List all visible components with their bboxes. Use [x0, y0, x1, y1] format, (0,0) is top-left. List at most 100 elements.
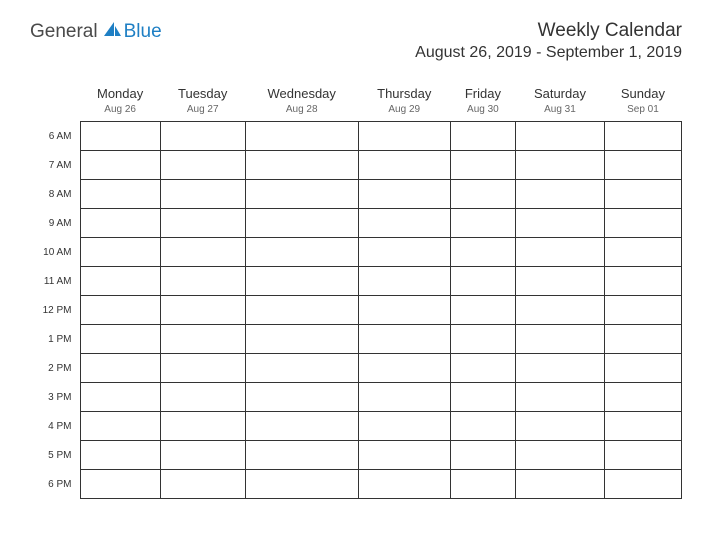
day-date: Aug 30 — [454, 104, 511, 115]
calendar-row: 12 PM — [30, 296, 682, 325]
time-label: 3 PM — [30, 383, 80, 412]
calendar-slot[interactable] — [80, 238, 160, 267]
calendar-slot[interactable] — [245, 209, 358, 238]
calendar-slot[interactable] — [80, 470, 160, 499]
calendar-slot[interactable] — [450, 383, 515, 412]
calendar-slot[interactable] — [160, 267, 245, 296]
calendar-slot[interactable] — [160, 383, 245, 412]
calendar-slot[interactable] — [604, 412, 681, 441]
calendar-slot[interactable] — [358, 209, 450, 238]
calendar-slot[interactable] — [450, 180, 515, 209]
calendar-slot[interactable] — [245, 412, 358, 441]
calendar-slot[interactable] — [358, 296, 450, 325]
calendar-slot[interactable] — [516, 354, 605, 383]
calendar-slot[interactable] — [358, 325, 450, 354]
calendar-slot[interactable] — [80, 296, 160, 325]
calendar-slot[interactable] — [160, 441, 245, 470]
calendar-slot[interactable] — [80, 441, 160, 470]
calendar-slot[interactable] — [450, 122, 515, 151]
calendar-slot[interactable] — [604, 296, 681, 325]
calendar-slot[interactable] — [516, 209, 605, 238]
calendar-slot[interactable] — [245, 180, 358, 209]
calendar-slot[interactable] — [80, 180, 160, 209]
calendar-slot[interactable] — [358, 267, 450, 296]
calendar-slot[interactable] — [516, 180, 605, 209]
calendar-slot[interactable] — [450, 412, 515, 441]
calendar-slot[interactable] — [80, 412, 160, 441]
calendar-slot[interactable] — [450, 151, 515, 180]
calendar-slot[interactable] — [358, 412, 450, 441]
calendar-slot[interactable] — [516, 122, 605, 151]
calendar-slot[interactable] — [450, 238, 515, 267]
calendar-slot[interactable] — [160, 354, 245, 383]
calendar-slot[interactable] — [604, 151, 681, 180]
calendar-slot[interactable] — [80, 209, 160, 238]
time-label: 6 PM — [30, 470, 80, 499]
calendar-slot[interactable] — [450, 470, 515, 499]
calendar-slot[interactable] — [604, 441, 681, 470]
calendar-slot[interactable] — [245, 151, 358, 180]
calendar-slot[interactable] — [516, 383, 605, 412]
calendar-slot[interactable] — [160, 296, 245, 325]
calendar-slot[interactable] — [450, 209, 515, 238]
calendar-slot[interactable] — [160, 412, 245, 441]
calendar-slot[interactable] — [80, 354, 160, 383]
calendar-slot[interactable] — [245, 122, 358, 151]
calendar-slot[interactable] — [516, 325, 605, 354]
calendar-slot[interactable] — [604, 238, 681, 267]
calendar-slot[interactable] — [358, 470, 450, 499]
calendar-slot[interactable] — [245, 267, 358, 296]
calendar-slot[interactable] — [160, 180, 245, 209]
calendar-slot[interactable] — [160, 238, 245, 267]
calendar-slot[interactable] — [358, 180, 450, 209]
calendar-slot[interactable] — [604, 354, 681, 383]
calendar-slot[interactable] — [80, 122, 160, 151]
calendar-slot[interactable] — [516, 296, 605, 325]
calendar-slot[interactable] — [516, 412, 605, 441]
calendar-slot[interactable] — [604, 209, 681, 238]
calendar-slot[interactable] — [358, 383, 450, 412]
calendar-slot[interactable] — [604, 383, 681, 412]
calendar-row: 6 PM — [30, 470, 682, 499]
calendar-slot[interactable] — [160, 470, 245, 499]
day-header: Thursday Aug 29 — [358, 80, 450, 122]
calendar-slot[interactable] — [604, 470, 681, 499]
calendar-slot[interactable] — [516, 470, 605, 499]
day-date: Aug 31 — [520, 104, 601, 115]
calendar-slot[interactable] — [160, 122, 245, 151]
time-label: 4 PM — [30, 412, 80, 441]
calendar-slot[interactable] — [245, 325, 358, 354]
calendar-slot[interactable] — [358, 238, 450, 267]
calendar-slot[interactable] — [450, 354, 515, 383]
calendar-slot[interactable] — [80, 151, 160, 180]
calendar-slot[interactable] — [245, 470, 358, 499]
calendar-slot[interactable] — [245, 383, 358, 412]
calendar-slot[interactable] — [516, 151, 605, 180]
calendar-slot[interactable] — [245, 238, 358, 267]
calendar-slot[interactable] — [80, 325, 160, 354]
calendar-slot[interactable] — [358, 354, 450, 383]
calendar-slot[interactable] — [80, 267, 160, 296]
calendar-slot[interactable] — [450, 325, 515, 354]
calendar-slot[interactable] — [160, 325, 245, 354]
calendar-slot[interactable] — [245, 441, 358, 470]
calendar-slot[interactable] — [516, 238, 605, 267]
calendar-slot[interactable] — [604, 180, 681, 209]
calendar-slot[interactable] — [80, 383, 160, 412]
calendar-slot[interactable] — [516, 267, 605, 296]
calendar-slot[interactable] — [604, 267, 681, 296]
calendar-slot[interactable] — [450, 267, 515, 296]
calendar-slot[interactable] — [604, 122, 681, 151]
calendar-slot[interactable] — [358, 122, 450, 151]
calendar-slot[interactable] — [358, 151, 450, 180]
calendar-slot[interactable] — [245, 354, 358, 383]
calendar-slot[interactable] — [450, 441, 515, 470]
page-title: Weekly Calendar — [415, 20, 682, 42]
calendar-slot[interactable] — [245, 296, 358, 325]
calendar-slot[interactable] — [160, 209, 245, 238]
calendar-slot[interactable] — [358, 441, 450, 470]
calendar-slot[interactable] — [450, 296, 515, 325]
calendar-slot[interactable] — [604, 325, 681, 354]
calendar-slot[interactable] — [160, 151, 245, 180]
calendar-slot[interactable] — [516, 441, 605, 470]
